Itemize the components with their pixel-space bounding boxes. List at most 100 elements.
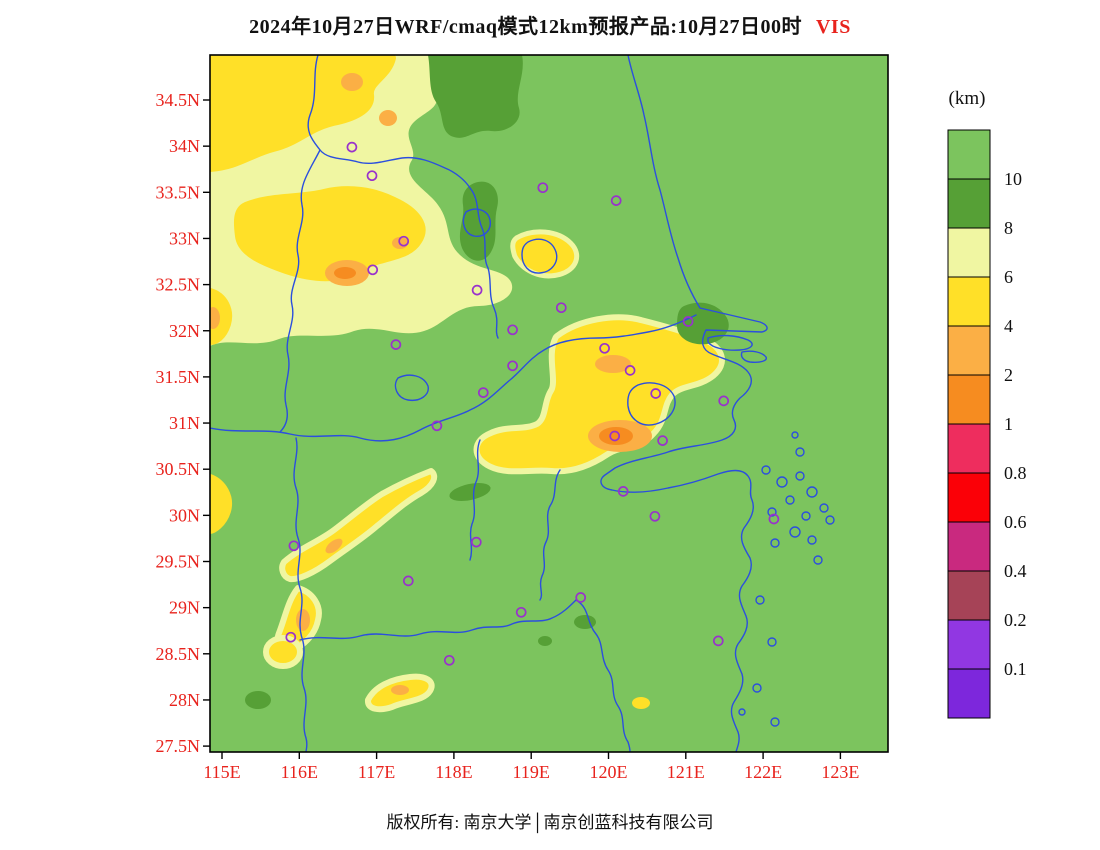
station-marker bbox=[471, 284, 483, 296]
station-marker bbox=[609, 430, 621, 442]
legend-boundary-label: 4 bbox=[1004, 316, 1013, 336]
yangtze-river bbox=[210, 314, 697, 442]
lake-taihu bbox=[627, 382, 676, 426]
station-marker bbox=[617, 486, 629, 497]
station-marker bbox=[649, 510, 661, 522]
lon-tick-label: 123E bbox=[821, 762, 859, 782]
station-marker bbox=[477, 387, 489, 398]
border-east bbox=[469, 187, 499, 339]
lon-tick-label: 115E bbox=[203, 762, 240, 782]
station-marker bbox=[712, 635, 724, 647]
border-west bbox=[279, 149, 321, 433]
lat-tick-label: 33N bbox=[169, 228, 200, 248]
lat-tick-label: 27.5N bbox=[156, 736, 201, 756]
station-marker bbox=[624, 365, 636, 376]
legend-cell bbox=[947, 325, 991, 376]
legend-boundary-label: 8 bbox=[1004, 218, 1013, 238]
station-marker bbox=[657, 435, 668, 446]
station-marker bbox=[431, 420, 443, 432]
station-marker bbox=[366, 170, 378, 182]
coastline bbox=[600, 55, 768, 752]
lat-tick-label: 32.5N bbox=[156, 275, 201, 295]
axis-layer: 115E 116E 117E 118E 119E 120E 121E 122E 123E 34.5… bbox=[156, 90, 860, 782]
border-southeast bbox=[575, 599, 631, 752]
lake-hongze bbox=[462, 208, 491, 237]
legend-cell bbox=[947, 227, 991, 278]
estuary-island bbox=[740, 350, 767, 363]
lat-tick-label: 29N bbox=[169, 598, 200, 618]
title-main: 2024年10月27日WRF/cmaq模式12km预报产品:10月27日00时 bbox=[249, 16, 802, 38]
lat-tick-label: 28.5N bbox=[156, 644, 201, 664]
station-marker bbox=[575, 592, 587, 603]
contour-yellow-sw bbox=[263, 468, 650, 713]
lat-tick-label: 28N bbox=[169, 690, 200, 710]
lon-tick-label: 120E bbox=[590, 762, 628, 782]
contour-delta-band bbox=[473, 229, 725, 475]
lat-tick-label: 31N bbox=[169, 413, 200, 433]
border-south-horizontal bbox=[299, 599, 577, 641]
lon-tick-label: 116E bbox=[281, 762, 318, 782]
legend-boundary-label: 0.1 bbox=[1004, 659, 1027, 679]
lat-tick-label: 34.5N bbox=[156, 90, 201, 110]
station-marker bbox=[285, 631, 297, 643]
station-markers bbox=[285, 141, 780, 666]
geo-boundaries bbox=[210, 55, 835, 752]
lat-tick-label: 32N bbox=[169, 321, 200, 341]
lon-tick-label: 121E bbox=[667, 762, 705, 782]
border-southwest bbox=[293, 437, 308, 752]
legend-boundary-label: 0.2 bbox=[1004, 610, 1027, 630]
legend-cell bbox=[947, 178, 991, 229]
lat-tick-label: 30N bbox=[169, 505, 200, 525]
copyright-footer: 版权所有: 南京大学│南京创蓝科技有限公司 bbox=[386, 813, 714, 832]
lat-tick-label: 34N bbox=[169, 136, 200, 156]
station-marker bbox=[599, 342, 610, 354]
lake-chaohu bbox=[394, 374, 429, 402]
legend-cell bbox=[947, 129, 991, 180]
legend-boundary-label: 1 bbox=[1004, 414, 1013, 434]
legend-cell bbox=[947, 619, 991, 670]
legend-boundary-label: 0.6 bbox=[1004, 512, 1027, 532]
station-marker bbox=[682, 316, 694, 327]
station-marker bbox=[650, 388, 662, 399]
legend-boundary-label: 6 bbox=[1004, 267, 1013, 287]
legend-cell bbox=[947, 472, 991, 523]
lat-tick-label: 29.5N bbox=[156, 552, 201, 572]
station-marker bbox=[398, 235, 410, 247]
station-marker bbox=[507, 360, 518, 372]
station-marker bbox=[515, 606, 527, 618]
station-marker bbox=[718, 395, 730, 407]
station-marker bbox=[443, 654, 455, 666]
station-marker bbox=[346, 141, 358, 153]
legend-unit-label: (km) bbox=[949, 88, 986, 109]
station-marker bbox=[507, 324, 518, 336]
legend-cell bbox=[947, 374, 991, 425]
station-marker bbox=[367, 264, 379, 276]
map-contours bbox=[210, 55, 888, 752]
border-north bbox=[307, 55, 471, 189]
chongming-island bbox=[707, 334, 753, 351]
contour-dark-green-patches bbox=[245, 55, 729, 709]
border-hangzhou bbox=[539, 469, 561, 601]
station-marker bbox=[610, 195, 622, 206]
station-marker bbox=[288, 540, 300, 552]
legend-cell bbox=[947, 423, 991, 474]
map-frame bbox=[209, 54, 889, 753]
station-marker bbox=[390, 339, 402, 350]
lat-tick-label: 33.5N bbox=[156, 182, 201, 202]
lon-tick-label: 122E bbox=[744, 762, 782, 782]
lat-tick-label: 31.5N bbox=[156, 367, 201, 387]
legend-boundary-label: 0.4 bbox=[1004, 561, 1027, 581]
legend-boundary-label: 0.8 bbox=[1004, 463, 1027, 483]
legend-cell bbox=[947, 276, 991, 327]
station-marker bbox=[555, 302, 567, 314]
title-variable: VIS bbox=[815, 16, 851, 38]
station-marker bbox=[537, 182, 549, 194]
legend-cell bbox=[947, 570, 991, 621]
station-marker bbox=[470, 536, 482, 548]
legend-cell bbox=[947, 521, 991, 572]
lake-gaoyou bbox=[521, 238, 558, 274]
colorbar-legend: (km) 10 8 6 4 2 1 0.8 0.6 0.4 0.2 0.1 bbox=[947, 88, 1027, 719]
lon-tick-label: 118E bbox=[435, 762, 472, 782]
